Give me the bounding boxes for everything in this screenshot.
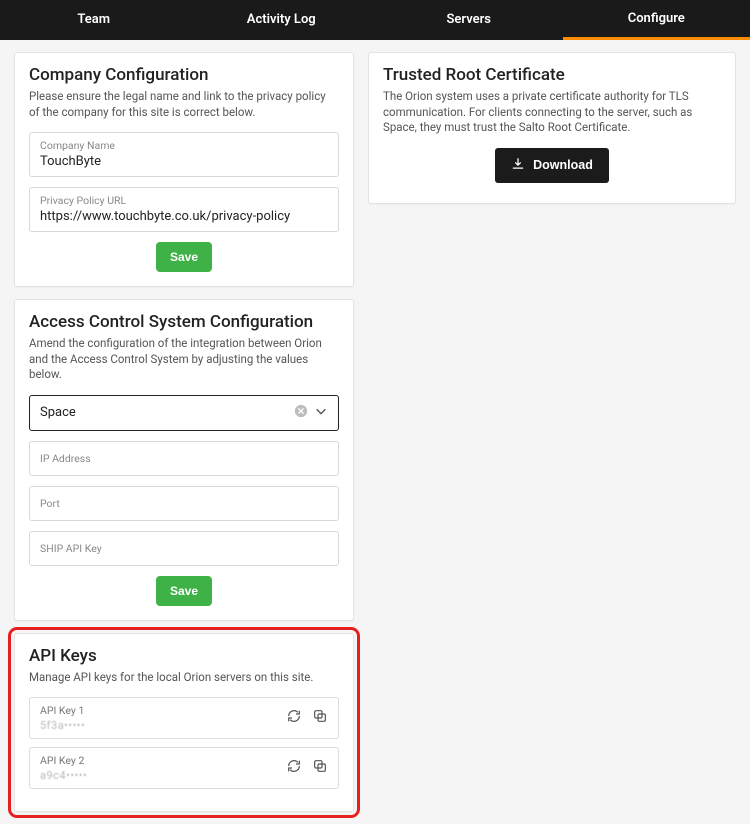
copy-icon[interactable] (312, 708, 328, 728)
clear-icon[interactable] (294, 404, 308, 422)
api-key-2-row: API Key 2 a9c4••••• (29, 747, 339, 789)
api-key-2-value: a9c4••••• (40, 769, 87, 782)
tab-team[interactable]: Team (0, 0, 188, 38)
acs-config-card: Access Control System Configuration Amen… (14, 299, 354, 621)
page-content: Company Configuration Please ensure the … (0, 40, 750, 824)
tabbar: Team Activity Log Servers Configure (0, 0, 750, 40)
api-keys-title: API Keys (29, 646, 339, 666)
acs-system-select[interactable]: Space (29, 395, 339, 431)
ip-address-field[interactable]: IP Address (29, 441, 339, 476)
company-config-title: Company Configuration (29, 65, 339, 85)
ship-api-key-label: SHIP API Key (40, 542, 328, 555)
api-key-1-label: API Key 1 (40, 704, 85, 717)
tab-configure[interactable]: Configure (563, 0, 750, 40)
cert-desc: The Orion system uses a private certific… (383, 89, 721, 136)
company-name-value: TouchByte (40, 154, 328, 169)
refresh-icon[interactable] (286, 758, 302, 778)
acs-config-title: Access Control System Configuration (29, 312, 339, 332)
company-name-field[interactable]: Company Name TouchByte (29, 132, 339, 177)
chevron-down-icon[interactable] (314, 404, 328, 422)
trusted-root-cert-card: Trusted Root Certificate The Orion syste… (368, 52, 736, 204)
acs-system-value: Space (40, 405, 76, 420)
cert-title: Trusted Root Certificate (383, 65, 721, 85)
api-key-1-value: 5f3a••••• (40, 719, 85, 732)
api-keys-desc: Manage API keys for the local Orion serv… (29, 670, 339, 686)
api-keys-card: API Keys Manage API keys for the local O… (14, 633, 354, 813)
download-label: Download (533, 158, 593, 172)
privacy-policy-label: Privacy Policy URL (40, 194, 328, 207)
right-column: Trusted Root Certificate The Orion syste… (368, 52, 736, 204)
company-config-desc: Please ensure the legal name and link to… (29, 89, 339, 120)
company-config-card: Company Configuration Please ensure the … (14, 52, 354, 287)
ship-api-key-field[interactable]: SHIP API Key (29, 531, 339, 566)
api-key-2-label: API Key 2 (40, 754, 87, 767)
download-icon (511, 157, 525, 174)
tab-servers[interactable]: Servers (375, 0, 563, 38)
download-cert-button[interactable]: Download (495, 148, 609, 183)
company-name-label: Company Name (40, 139, 328, 152)
tab-activity-log[interactable]: Activity Log (188, 0, 376, 38)
port-label: Port (40, 497, 328, 510)
copy-icon[interactable] (312, 758, 328, 778)
privacy-policy-value: https://www.touchbyte.co.uk/privacy-poli… (40, 209, 328, 224)
refresh-icon[interactable] (286, 708, 302, 728)
left-column: Company Configuration Please ensure the … (14, 52, 354, 812)
company-save-button[interactable]: Save (156, 242, 212, 272)
ip-address-label: IP Address (40, 452, 328, 465)
privacy-policy-field[interactable]: Privacy Policy URL https://www.touchbyte… (29, 187, 339, 232)
api-key-1-row: API Key 1 5f3a••••• (29, 697, 339, 739)
acs-config-desc: Amend the configuration of the integrati… (29, 336, 339, 383)
port-field[interactable]: Port (29, 486, 339, 521)
acs-save-button[interactable]: Save (156, 576, 212, 606)
